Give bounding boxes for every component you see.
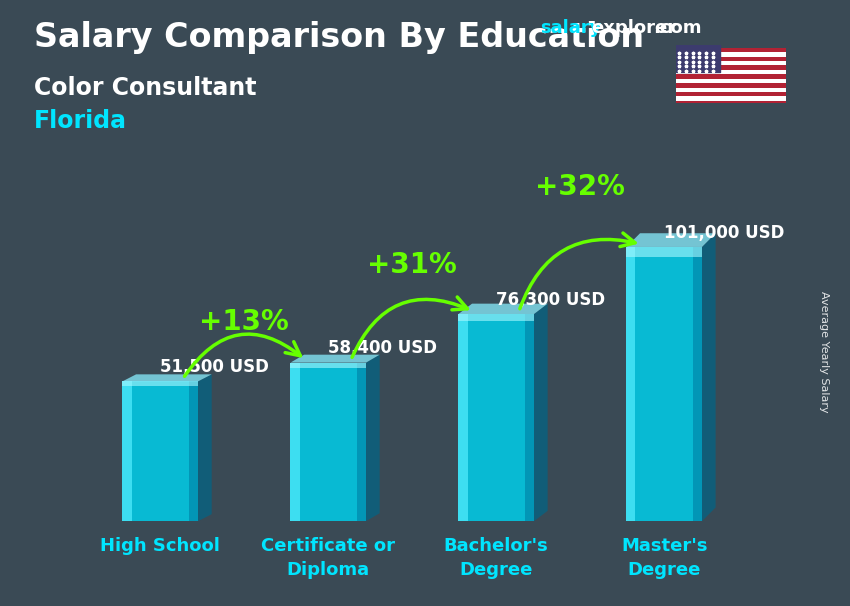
Polygon shape [122,381,132,521]
Bar [676,70,786,75]
Text: Florida: Florida [34,109,127,133]
Bar [676,56,786,61]
Polygon shape [291,362,366,368]
Polygon shape [458,304,547,314]
Text: Average Yearly Salary: Average Yearly Salary [819,291,829,412]
Text: +13%: +13% [200,308,289,336]
Polygon shape [626,247,702,521]
Text: 101,000 USD: 101,000 USD [664,224,785,242]
Polygon shape [534,304,547,521]
Polygon shape [693,247,702,521]
Bar [676,65,786,70]
Bar [676,92,786,96]
Polygon shape [458,314,534,521]
Polygon shape [626,247,702,256]
Text: explorer: explorer [591,19,676,38]
Bar [676,61,786,65]
Bar [676,52,786,56]
Polygon shape [291,362,299,521]
Text: 76,300 USD: 76,300 USD [496,291,605,308]
Text: .com: .com [653,19,701,38]
Text: salary: salary [540,19,601,38]
Polygon shape [702,233,716,521]
Polygon shape [357,362,366,521]
Text: 58,400 USD: 58,400 USD [328,339,437,357]
Polygon shape [189,381,198,521]
Bar [676,96,786,101]
Polygon shape [122,381,198,521]
Bar [676,87,786,92]
Polygon shape [122,381,198,386]
Polygon shape [291,362,366,521]
Text: +32%: +32% [536,173,625,201]
Bar [676,75,786,79]
Bar [676,79,786,83]
Polygon shape [291,355,380,362]
Text: Color Consultant: Color Consultant [34,76,257,100]
Text: 51,500 USD: 51,500 USD [161,358,269,376]
Bar [676,101,786,105]
Text: Salary Comparison By Education: Salary Comparison By Education [34,21,644,54]
Polygon shape [198,375,212,521]
Polygon shape [366,355,380,521]
Polygon shape [525,314,534,521]
Polygon shape [458,314,468,521]
Polygon shape [626,247,636,521]
Bar [676,48,786,52]
Polygon shape [626,233,716,247]
Text: +31%: +31% [367,251,457,279]
Polygon shape [458,314,534,321]
Polygon shape [122,375,212,381]
Bar [676,83,786,87]
